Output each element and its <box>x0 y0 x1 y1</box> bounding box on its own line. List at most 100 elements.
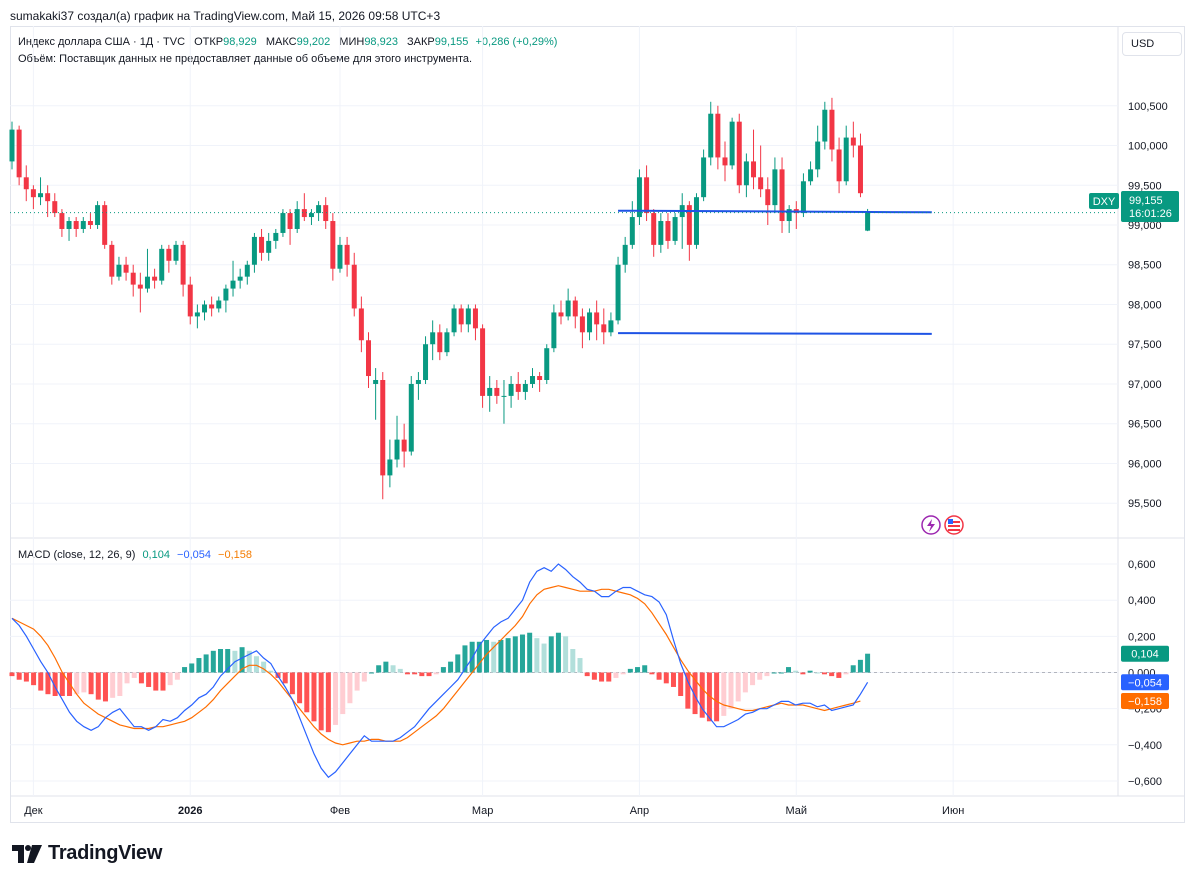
trendline-support[interactable] <box>618 332 932 335</box>
macd-histogram-bar <box>865 653 871 673</box>
candle-body <box>800 181 806 214</box>
last-price-badge <box>1121 191 1179 222</box>
price-tick-label: 100,000 <box>1128 141 1168 153</box>
candle-body <box>80 221 86 229</box>
candle-body <box>722 157 728 166</box>
volume-note: Объём: Поставщик данных не предоставляет… <box>18 53 473 65</box>
macd-histogram-bar <box>74 672 80 695</box>
price-tick-label: 96,000 <box>1128 458 1162 470</box>
macd-histogram-bar <box>692 672 698 715</box>
trendline-resistance[interactable] <box>618 209 932 214</box>
macd-histogram-bar <box>512 636 518 673</box>
event-icons[interactable] <box>921 515 964 535</box>
macd-histogram-bar <box>138 672 144 684</box>
macd-histogram-bar <box>31 672 37 686</box>
time-tick-label: Мар <box>472 805 494 817</box>
macd-histogram-bar <box>735 672 741 702</box>
macd-histogram-bar <box>563 636 569 673</box>
macd-line-value: −0,054 <box>177 549 211 561</box>
flag-stripe-icon <box>948 521 960 523</box>
candle-body <box>815 141 821 170</box>
macd-histogram-bar <box>728 672 734 709</box>
candle-body <box>786 209 792 222</box>
candle-body <box>672 217 678 241</box>
candle-body <box>230 280 236 289</box>
macd-histogram-bar <box>455 654 461 673</box>
low-label: МИН <box>339 36 365 48</box>
candle-body <box>451 308 457 333</box>
tradingview-brand: TradingView <box>48 842 163 864</box>
macd-histogram-bar <box>814 672 820 674</box>
macd-histogram-bar <box>333 672 339 725</box>
candle-body <box>116 264 122 277</box>
candle-body <box>308 213 314 218</box>
candle-body <box>87 221 93 225</box>
tradingview-logo[interactable]: TradingView <box>12 842 162 865</box>
macd-histogram-bar <box>757 672 763 680</box>
time-tick-label: Май <box>786 805 808 817</box>
macd-histogram-bar <box>764 672 770 677</box>
macd-histogram-bar <box>721 672 727 716</box>
macd-histogram-bar <box>23 672 29 682</box>
candle-body <box>430 332 436 345</box>
macd-histogram-bar <box>505 638 511 673</box>
macd-histogram-bar <box>599 672 605 682</box>
candle-body <box>137 284 143 289</box>
macd-histogram-bar <box>354 672 360 691</box>
macd-histogram-bar <box>210 650 216 673</box>
macd-histogram-bar <box>404 672 410 675</box>
macd-histogram-bar <box>102 672 108 702</box>
candle-body <box>237 276 243 281</box>
macd-histogram-bar <box>81 672 87 693</box>
macd-histogram-bar <box>555 632 561 673</box>
flag-stripe-icon <box>948 529 960 531</box>
candle-body <box>287 213 293 229</box>
macd-histogram-bar <box>519 634 525 673</box>
macd-histogram-bar <box>160 672 166 691</box>
last-price-text: 99,155 <box>1129 195 1163 207</box>
macd-histogram-bar <box>534 638 540 673</box>
candle-body <box>758 177 764 190</box>
candle-body <box>615 264 621 321</box>
candle-body <box>629 217 635 245</box>
macd-histogram-bar <box>706 672 712 722</box>
candle-body <box>693 197 699 245</box>
price-tick-label: 97,500 <box>1128 339 1162 351</box>
currency-button[interactable]: USD <box>1122 32 1182 56</box>
candle-body <box>266 240 272 253</box>
macd-legend: MACD (close, 12, 26, 9) 0,104 −0,054 −0,… <box>18 549 252 561</box>
macd-histogram-bar <box>38 672 44 691</box>
macd-histogram-bar <box>440 667 446 673</box>
candle-body <box>565 300 571 317</box>
macd-histogram-bar <box>462 645 468 673</box>
macd-histogram-bar <box>426 672 432 677</box>
macd-histogram-bar <box>742 672 748 693</box>
macd-histogram-bar <box>527 632 533 673</box>
candle-body <box>415 380 421 384</box>
macd-histogram-bar <box>419 672 425 677</box>
candle-body <box>16 129 22 178</box>
macd-tick-label: −0,400 <box>1128 740 1162 752</box>
macd-histogram-bar <box>311 672 317 722</box>
macd-histogram-bar <box>670 672 676 687</box>
candle-body <box>686 205 692 245</box>
candle-body <box>857 145 863 194</box>
macd-histogram-bar <box>699 672 705 718</box>
candle-body <box>579 316 585 333</box>
macd-histogram-bar <box>821 672 827 675</box>
candle-body <box>437 332 443 353</box>
symbol-badge <box>1089 193 1119 209</box>
macd-histogram-bar <box>750 672 756 686</box>
candle-body <box>66 221 72 229</box>
macd-histogram-bar <box>153 672 159 691</box>
macd-histogram-bar <box>9 672 15 677</box>
macd-histogram-bar <box>656 672 662 680</box>
candle-body <box>501 395 507 397</box>
macd-histogram-bar <box>325 672 331 733</box>
candle-body <box>401 439 407 452</box>
macd-histogram-bar <box>484 639 490 673</box>
candle-body <box>779 169 785 222</box>
candle-body <box>180 244 186 285</box>
macd-histogram-bar <box>218 649 224 673</box>
